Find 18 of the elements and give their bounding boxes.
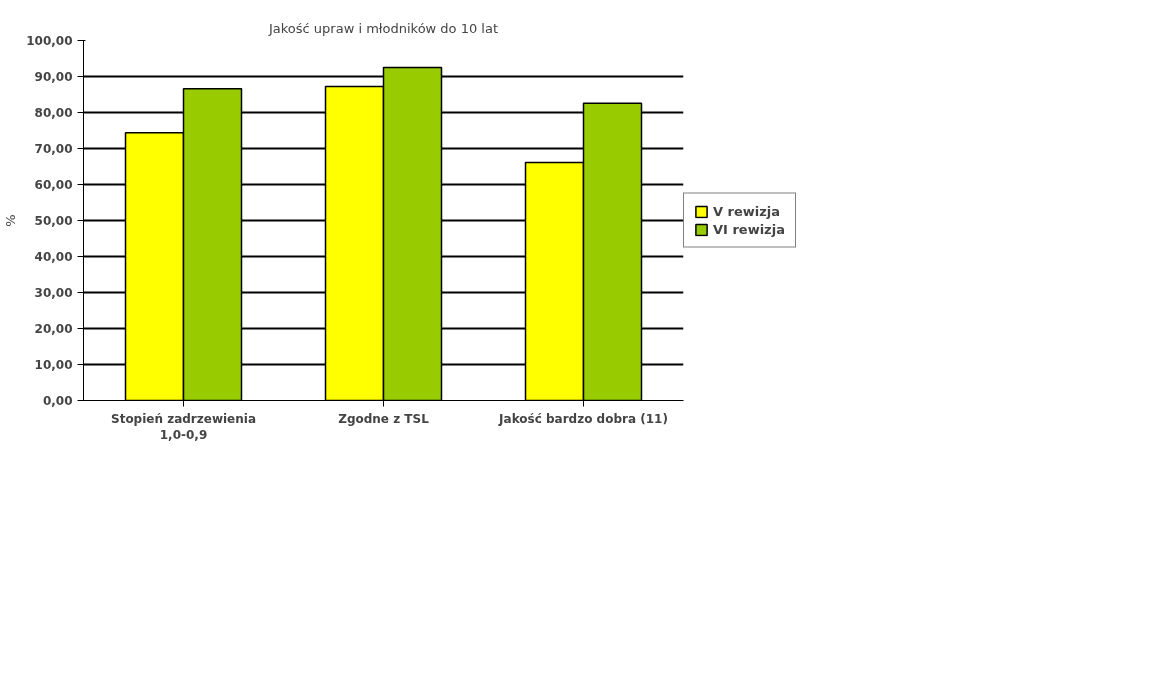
- y-tick-label: 10,00: [34, 358, 73, 372]
- x-tick-label: Stopień zadrzewienia 1,0-0,9: [111, 411, 256, 443]
- y-tick-label: 60,00: [34, 178, 73, 192]
- x-tick-label: Jakość bardzo dobra (11): [498, 411, 668, 426]
- y-tick-label: 70,00: [34, 142, 73, 156]
- x-tick-label: Zgodne z TSL: [338, 411, 430, 426]
- y-tick-label: 20,00: [34, 322, 73, 336]
- legend-label: V rewizja: [713, 203, 781, 219]
- y-tick-label: 0,00: [42, 394, 73, 408]
- y-tick-label: 50,00: [34, 214, 73, 228]
- legend-label: VI rewizja: [713, 221, 785, 237]
- y-tick-label: 80,00: [34, 106, 73, 120]
- y-axis-title: %: [3, 214, 19, 227]
- y-tick-label: 40,00: [34, 250, 73, 264]
- y-tick-label: 90,00: [34, 70, 73, 84]
- y-tick-label: 30,00: [34, 286, 73, 300]
- y-tick-label: 100,00: [26, 34, 73, 48]
- chart-title: Jakość upraw i młodników do 10 lat: [267, 20, 499, 36]
